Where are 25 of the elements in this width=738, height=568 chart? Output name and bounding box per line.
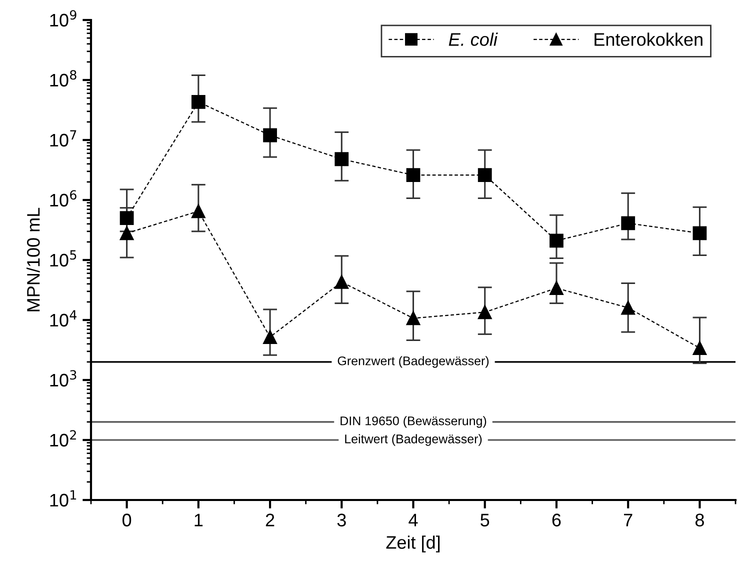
y-tick-label: 10$^{3}$ (50, 370, 76, 387)
x-tick-label: 8 (695, 514, 704, 526)
legend-label: Enterokokken (594, 32, 702, 46)
x-tick-label: 1 (194, 514, 203, 526)
y-tick-label: 10$^{5}$ (50, 250, 76, 267)
x-tick-label: 2 (266, 514, 274, 526)
x-axis-title: Zeit [d] (386, 536, 440, 552)
y-tick-label: 10$^{6}$ (50, 190, 76, 207)
y-tick-label: 10$^{9}$ (50, 10, 76, 27)
y-tick-label: 10$^{2}$ (50, 430, 76, 447)
x-tick-label: 5 (480, 514, 490, 526)
ref-line-label: DIN 19650 (Bewässerung) (340, 416, 486, 428)
x-tick-label: 4 (408, 514, 418, 526)
legend-label: E. coli (448, 32, 498, 46)
y-tick-label: 10$^{8}$ (50, 70, 76, 87)
y-tick-label: 10$^{7}$ (50, 130, 76, 147)
y-axis-title: MPN/100 mL (26, 208, 40, 312)
ref-line-label: Grenzwert (Badegewässer) (338, 356, 489, 368)
x-tick-label: 3 (337, 514, 346, 526)
ref-line-label: Leitwert (Badegewässer) (345, 434, 482, 446)
y-tick-label: 10$^{1}$ (50, 490, 76, 507)
x-tick-label: 6 (552, 514, 561, 526)
y-tick-label: 10$^{4}$ (50, 310, 77, 327)
x-tick-label: 7 (624, 514, 632, 526)
x-tick-label: 0 (122, 514, 132, 526)
